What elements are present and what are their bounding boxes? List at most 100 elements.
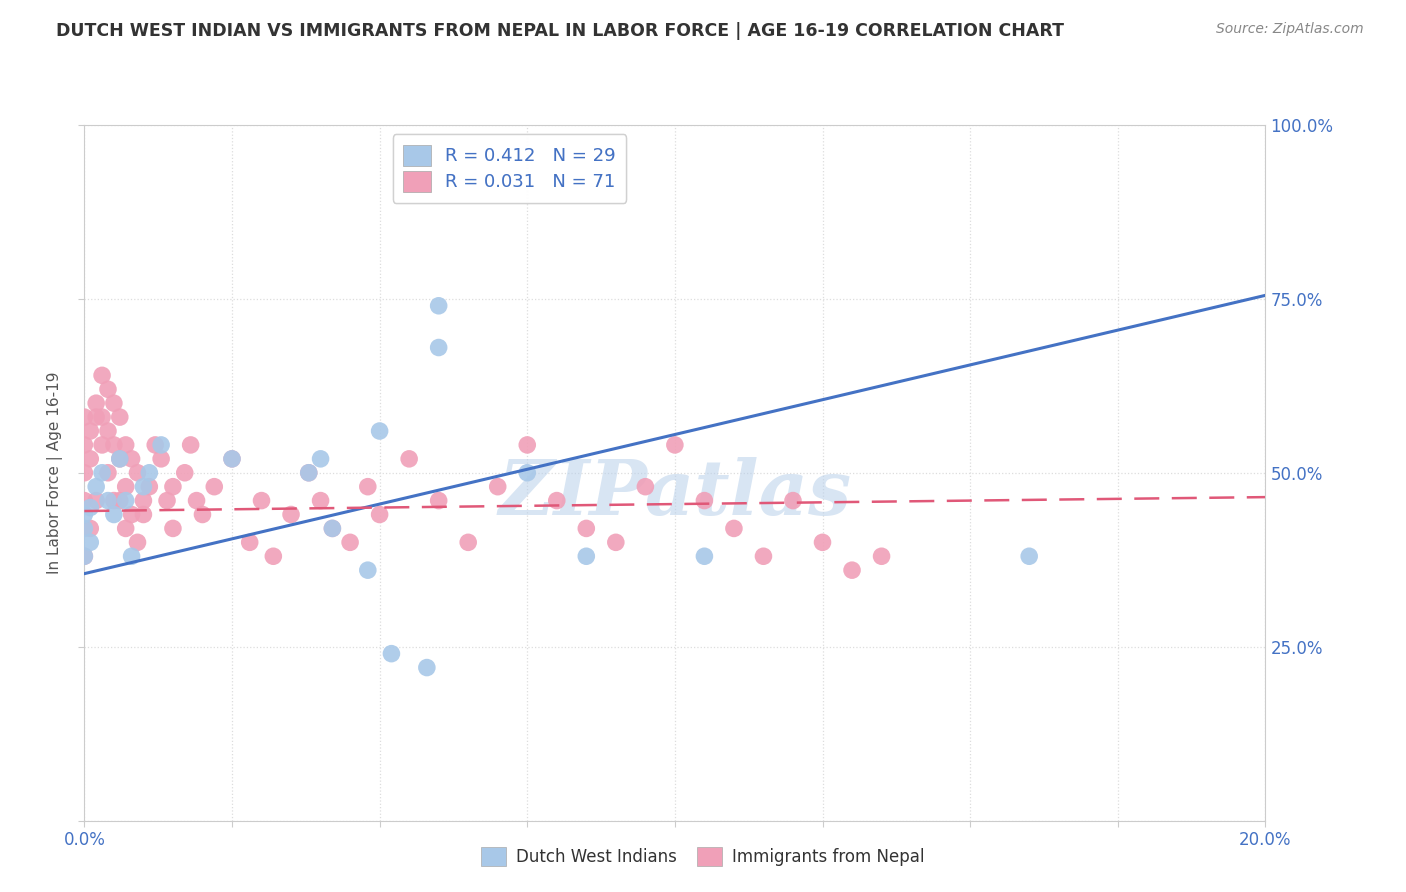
Point	[91, 438, 114, 452]
Point	[84, 410, 107, 425]
Point	[91, 466, 114, 480]
Point	[841, 563, 863, 577]
Point	[114, 438, 136, 452]
Point	[73, 521, 96, 535]
Point	[103, 396, 125, 410]
Point	[221, 451, 243, 466]
Point	[693, 549, 716, 564]
Point	[202, 480, 225, 494]
Point	[103, 508, 125, 522]
Point	[298, 466, 321, 480]
Point	[357, 563, 380, 577]
Point	[143, 438, 166, 452]
Point	[457, 535, 479, 549]
Point	[103, 438, 125, 452]
Point	[811, 535, 834, 549]
Point	[221, 451, 243, 466]
Point	[575, 521, 598, 535]
Point	[416, 660, 439, 674]
Point	[180, 438, 202, 452]
Point	[114, 521, 136, 535]
Point	[73, 493, 96, 508]
Point	[321, 521, 343, 535]
Point	[239, 535, 262, 549]
Point	[575, 549, 598, 564]
Point	[309, 451, 332, 466]
Point	[339, 535, 361, 549]
Point	[357, 480, 380, 494]
Point	[97, 493, 120, 508]
Point	[321, 521, 343, 535]
Point	[73, 438, 96, 452]
Legend: Dutch West Indians, Immigrants from Nepal: Dutch West Indians, Immigrants from Nepa…	[472, 838, 934, 875]
Point	[368, 424, 391, 438]
Point	[127, 535, 149, 549]
Point	[156, 493, 179, 508]
Point	[427, 299, 450, 313]
Point	[173, 466, 195, 480]
Point	[280, 508, 302, 522]
Point	[398, 451, 420, 466]
Point	[108, 493, 131, 508]
Point	[79, 535, 101, 549]
Point	[250, 493, 273, 508]
Point	[97, 466, 120, 480]
Point	[73, 466, 96, 480]
Point	[162, 521, 184, 535]
Point	[79, 521, 101, 535]
Point	[79, 424, 101, 438]
Point	[121, 451, 143, 466]
Point	[634, 480, 657, 494]
Point	[546, 493, 568, 508]
Point	[380, 647, 402, 661]
Point	[262, 549, 284, 564]
Point	[186, 493, 208, 508]
Point	[73, 549, 96, 564]
Point	[108, 410, 131, 425]
Point	[79, 451, 101, 466]
Point	[91, 410, 114, 425]
Point	[121, 549, 143, 564]
Point	[132, 493, 155, 508]
Point	[516, 466, 538, 480]
Point	[486, 480, 509, 494]
Point	[309, 493, 332, 508]
Point	[114, 493, 136, 508]
Point	[132, 480, 155, 494]
Point	[782, 493, 804, 508]
Point	[127, 466, 149, 480]
Point	[84, 480, 107, 494]
Text: ZIPatlas: ZIPatlas	[498, 457, 852, 531]
Point	[84, 493, 107, 508]
Point	[73, 410, 96, 425]
Point	[191, 508, 214, 522]
Point	[121, 508, 143, 522]
Point	[73, 508, 96, 522]
Point	[516, 438, 538, 452]
Point	[427, 341, 450, 355]
Point	[723, 521, 745, 535]
Point	[605, 535, 627, 549]
Text: Source: ZipAtlas.com: Source: ZipAtlas.com	[1216, 22, 1364, 37]
Point	[97, 382, 120, 396]
Point	[298, 466, 321, 480]
Point	[752, 549, 775, 564]
Legend: R = 0.412   N = 29, R = 0.031   N = 71: R = 0.412 N = 29, R = 0.031 N = 71	[392, 134, 627, 202]
Point	[79, 500, 101, 515]
Point	[138, 480, 160, 494]
Point	[108, 451, 131, 466]
Y-axis label: In Labor Force | Age 16-19: In Labor Force | Age 16-19	[46, 371, 63, 574]
Point	[150, 451, 173, 466]
Point	[870, 549, 893, 564]
Point	[664, 438, 686, 452]
Point	[368, 508, 391, 522]
Point	[1018, 549, 1040, 564]
Point	[103, 493, 125, 508]
Point	[427, 493, 450, 508]
Point	[132, 508, 155, 522]
Point	[114, 480, 136, 494]
Point	[97, 424, 120, 438]
Point	[150, 438, 173, 452]
Point	[73, 549, 96, 564]
Point	[138, 466, 160, 480]
